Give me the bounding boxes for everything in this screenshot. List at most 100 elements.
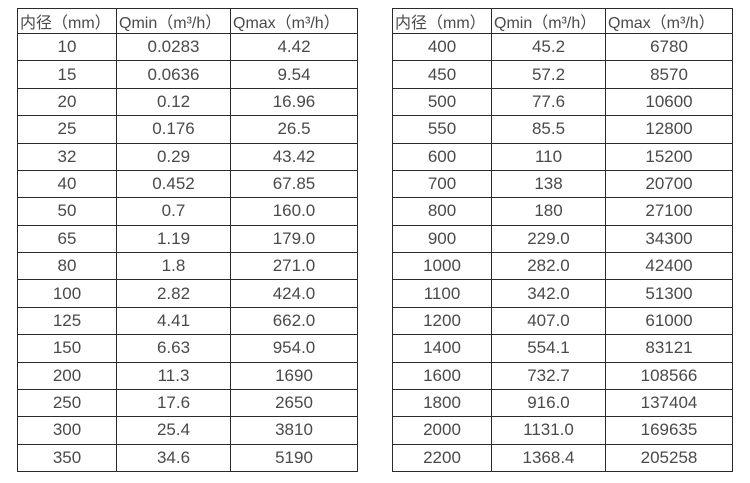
table-cell: 6.63 xyxy=(116,334,231,363)
table-cell: 80 xyxy=(17,251,117,281)
column-header-qmax: Qmax（m³/h） xyxy=(230,8,358,34)
table-cell: 550 xyxy=(392,115,492,144)
table-cell: 50 xyxy=(17,197,117,226)
table-header: 内径（mm） Qmin（m³/h） Qmax（m³/h） xyxy=(392,8,733,34)
header-row: 内径（mm） Qmin（m³/h） Qmax（m³/h） xyxy=(17,8,358,34)
table-cell: 180 xyxy=(491,197,606,226)
table-row: 800 180 27100 xyxy=(392,197,733,226)
table-cell: 160.0 xyxy=(230,197,358,226)
table-cell: 1368.4 xyxy=(491,443,606,473)
table-cell: 51300 xyxy=(605,279,733,308)
table-cell: 0.0636 xyxy=(116,60,231,89)
table-cell: 4.41 xyxy=(116,306,231,336)
table-cell: 0.0283 xyxy=(116,32,231,62)
table-row: 600 110 15200 xyxy=(392,142,733,171)
table-cell: 61000 xyxy=(605,306,733,336)
column-header-qmin: Qmin（m³/h） xyxy=(491,8,606,34)
table-row: 15 0.0636 9.54 xyxy=(17,60,358,89)
table-cell: 100 xyxy=(17,279,117,308)
flow-spec-table-large-diameters: 内径（mm） Qmin（m³/h） Qmax（m³/h） 400 45.2 6780… xyxy=(392,8,733,473)
table-cell: 85.5 xyxy=(491,115,606,144)
table-cell: 40 xyxy=(17,169,117,199)
table-row: 900 229.0 34300 xyxy=(392,224,733,254)
table-cell: 1400 xyxy=(392,334,492,363)
table-cell: 179.0 xyxy=(230,224,358,254)
table-row: 350 34.6 5190 xyxy=(17,443,358,473)
table-cell: 138 xyxy=(491,169,606,199)
column-header-qmax: Qmax（m³/h） xyxy=(605,8,733,34)
table-cell: 12800 xyxy=(605,115,733,144)
flow-spec-table-small-diameters: 内径（mm） Qmin（m³/h） Qmax（m³/h） 10 0.0283 4.4… xyxy=(17,8,358,473)
table-cell: 5190 xyxy=(230,443,358,473)
table-row: 500 77.6 10600 xyxy=(392,87,733,117)
table-cell: 137404 xyxy=(605,388,733,418)
table-cell: 400 xyxy=(392,32,492,62)
table-cell: 3810 xyxy=(230,416,358,445)
table-cell: 0.7 xyxy=(116,197,231,226)
table-cell: 800 xyxy=(392,197,492,226)
table-cell: 0.12 xyxy=(116,87,231,117)
table-row: 300 25.4 3810 xyxy=(17,416,358,445)
table-cell: 1.19 xyxy=(116,224,231,254)
table-cell: 916.0 xyxy=(491,388,606,418)
table-cell: 27100 xyxy=(605,197,733,226)
table-cell: 1800 xyxy=(392,388,492,418)
table-cell: 67.85 xyxy=(230,169,358,199)
table-cell: 34300 xyxy=(605,224,733,254)
table-cell: 8570 xyxy=(605,60,733,89)
table-row: 2000 1131.0 169635 xyxy=(392,416,733,445)
table-cell: 1131.0 xyxy=(491,416,606,445)
table-cell: 108566 xyxy=(605,361,733,390)
table-cell: 15200 xyxy=(605,142,733,171)
table-cell: 4.42 xyxy=(230,32,358,62)
table-cell: 150 xyxy=(17,334,117,363)
table-cell: 110 xyxy=(491,142,606,171)
table-cell: 34.6 xyxy=(116,443,231,473)
table-cell: 0.176 xyxy=(116,115,231,144)
table-row: 700 138 20700 xyxy=(392,169,733,199)
table-cell: 1600 xyxy=(392,361,492,390)
table-cell: 0.29 xyxy=(116,142,231,171)
table-cell: 9.54 xyxy=(230,60,358,89)
table-cell: 57.2 xyxy=(491,60,606,89)
table-cell: 700 xyxy=(392,169,492,199)
table-cell: 342.0 xyxy=(491,279,606,308)
table-cell: 2.82 xyxy=(116,279,231,308)
table-cell: 169635 xyxy=(605,416,733,445)
column-header-qmin: Qmin（m³/h） xyxy=(116,8,231,34)
table-cell: 900 xyxy=(392,224,492,254)
table-cell: 662.0 xyxy=(230,306,358,336)
column-header-diameter: 内径（mm） xyxy=(17,8,117,34)
table-cell: 0.452 xyxy=(116,169,231,199)
table-cell: 17.6 xyxy=(116,388,231,418)
table-cell: 125 xyxy=(17,306,117,336)
table-row: 40 0.452 67.85 xyxy=(17,169,358,199)
table-cell: 20 xyxy=(17,87,117,117)
table-cell: 450 xyxy=(392,60,492,89)
table-cell: 65 xyxy=(17,224,117,254)
table-cell: 42400 xyxy=(605,251,733,281)
table-row: 25 0.176 26.5 xyxy=(17,115,358,144)
table-row: 1100 342.0 51300 xyxy=(392,279,733,308)
table-row: 50 0.7 160.0 xyxy=(17,197,358,226)
table-cell: 83121 xyxy=(605,334,733,363)
table-cell: 282.0 xyxy=(491,251,606,281)
table-cell: 77.6 xyxy=(491,87,606,117)
table-row: 250 17.6 2650 xyxy=(17,388,358,418)
table-row: 550 85.5 12800 xyxy=(392,115,733,144)
table-row: 2200 1368.4 205258 xyxy=(392,443,733,473)
table-row: 100 2.82 424.0 xyxy=(17,279,358,308)
table-row: 1600 732.7 108566 xyxy=(392,361,733,390)
table-cell: 1200 xyxy=(392,306,492,336)
column-header-diameter: 内径（mm） xyxy=(392,8,492,34)
table-row: 1200 407.0 61000 xyxy=(392,306,733,336)
table-cell: 205258 xyxy=(605,443,733,473)
table-cell: 300 xyxy=(17,416,117,445)
table-cell: 554.1 xyxy=(491,334,606,363)
table-cell: 6780 xyxy=(605,32,733,62)
table-cell: 26.5 xyxy=(230,115,358,144)
table-body: 10 0.0283 4.42 15 0.0636 9.54 20 0.12 16.96 25 0.1… xyxy=(17,32,358,473)
table-cell: 10 xyxy=(17,32,117,62)
table-cell: 11.3 xyxy=(116,361,231,390)
table-cell: 32 xyxy=(17,142,117,171)
